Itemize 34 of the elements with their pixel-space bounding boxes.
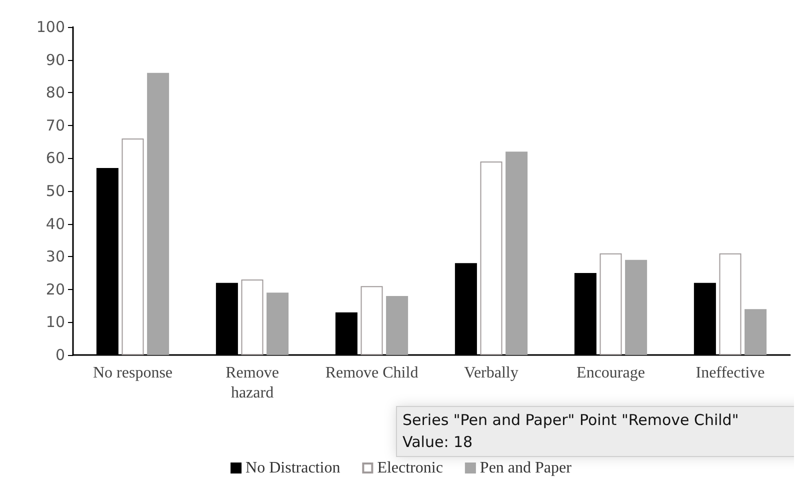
bar: [266, 292, 289, 355]
y-tick-label: 60: [46, 149, 65, 168]
y-tick-label: 70: [46, 116, 65, 134]
y-tick-label: 0: [55, 346, 65, 364]
bar: [480, 161, 502, 355]
bar: [360, 286, 383, 355]
x-tick-label: Encourage: [576, 364, 645, 382]
y-tick-label: 40: [46, 214, 65, 233]
legend-label: Electronic: [377, 460, 443, 476]
bar: [744, 309, 767, 355]
x-tick-label: Remove hazard: [226, 364, 279, 402]
text: Series "Pen and Paper" Point "Remove Child": [402, 411, 739, 429]
x-tick-label: Verbally: [464, 364, 518, 382]
bar: [241, 280, 264, 355]
x-tick-label: No response: [92, 364, 173, 382]
y-tick-label: 10: [46, 313, 65, 332]
y-tick-label: 50: [46, 182, 65, 200]
y-tick-label: 100: [36, 18, 65, 36]
y-tick-label: 30: [46, 248, 65, 266]
bar: [506, 152, 528, 355]
bar: [386, 296, 408, 355]
bar: [147, 72, 170, 355]
y-tick-label: 20: [46, 280, 65, 298]
legend-label: Pen and Paper: [480, 460, 572, 476]
y-tick-label: 90: [46, 50, 65, 69]
x-tick-label: Remove Child: [325, 364, 418, 382]
bar: [600, 253, 622, 355]
text: Value: 18: [402, 433, 473, 451]
bar: [719, 253, 742, 355]
bar: [625, 260, 648, 355]
y-tick-label: 80: [46, 84, 65, 102]
bar: [122, 138, 144, 355]
x-tick-label: Ineffective: [696, 364, 765, 382]
legend-label: No Distraction: [246, 460, 340, 476]
